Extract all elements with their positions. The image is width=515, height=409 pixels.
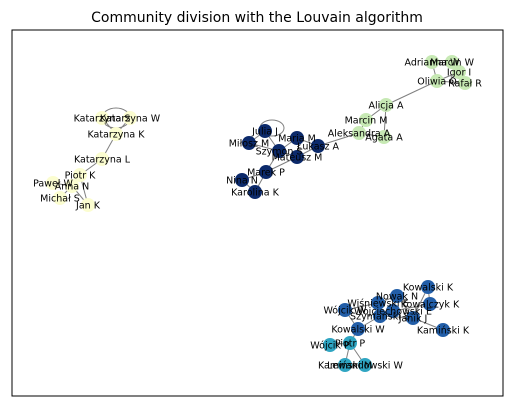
node-label-rafal-r: Rafał R <box>448 79 482 90</box>
node-label-igor-i: Igor I <box>447 68 471 79</box>
node-piotr-p <box>343 336 357 350</box>
node-katarzyna-k <box>109 127 123 141</box>
node-julia-j <box>258 124 272 138</box>
node-janik-j <box>406 311 420 325</box>
node-label-marcin-m: Marcin M <box>345 116 388 127</box>
node-wojcik-p <box>323 338 337 352</box>
node-katarzyna-s <box>95 111 109 125</box>
node-igor-i <box>452 65 466 79</box>
node-label-mateusz-m: Mateusz M <box>272 153 323 164</box>
node-label-marek-p: Marek P <box>247 168 285 179</box>
node-aleksandra-a <box>352 126 366 140</box>
node-agata-a <box>377 130 391 144</box>
node-label-janik-j: Janik J <box>398 314 428 325</box>
node-anna-n <box>65 179 79 193</box>
node-kaminski-m <box>338 358 352 372</box>
node-label-kowalski-k: Kowalski K <box>403 283 454 294</box>
figure-title: Community division with the Louvain algo… <box>91 10 423 26</box>
node-oliwia-o <box>430 74 444 88</box>
node-label-szymanski-s: Szymański S <box>350 312 410 323</box>
node-kowalski-w <box>351 322 365 336</box>
node-jan-k <box>81 198 95 212</box>
node-label-kaminski-m: Kamiński M <box>318 361 372 372</box>
node-milosz-m <box>242 136 256 150</box>
node-label-milosz-m: Miłosz M <box>229 139 270 150</box>
node-wojciechowski-e <box>386 304 400 318</box>
node-label-kaminski-k: Kamiński K <box>417 326 470 337</box>
node-label-kowalski-w: Kowalski W <box>331 325 385 336</box>
node-label-maria-m: Maria M <box>278 134 316 145</box>
node-label-wojcik-p: Wójcik P <box>310 341 350 352</box>
node-label-katarzyna-s: Katarzyna S <box>74 114 131 125</box>
node-label-karolina-k: Karolina K <box>231 188 280 199</box>
node-label-katarzyna-l: Katarzyna L <box>74 155 131 166</box>
node-label-wojciechowski-e: Wojciechowski E <box>354 307 432 318</box>
node-maria-m <box>290 131 304 145</box>
node-label-lukasz-a: Łukasz A <box>296 142 339 153</box>
node-szymanski-s <box>373 309 387 323</box>
node-label-anna-n: Anna N <box>55 182 90 193</box>
edge-oliwia-o-alicja-a <box>385 80 438 106</box>
node-label-szymon-s: Szymon S <box>256 147 303 158</box>
node-lewandowski-w <box>358 358 372 372</box>
node-marcin-m <box>359 113 373 127</box>
node-label-piotr-p: Piotr P <box>335 339 366 350</box>
edge-aleksandra-a-lukasz-a <box>317 132 360 147</box>
node-piotr-k <box>73 168 87 182</box>
node-label-nina-n: Nina N <box>226 176 258 187</box>
node-label-oliwia-o: Oliwia O <box>417 77 456 88</box>
node-label-adrianna-w: Adrianna W <box>404 58 460 69</box>
node-wisniewski-e <box>371 296 385 310</box>
node-label-lewandowski-w: Lewandowski W <box>327 361 403 372</box>
node-label-piotr-k: Piotr K <box>65 171 97 182</box>
node-rafal-r <box>458 76 472 90</box>
node-label-wisniewski-e: Wiśniewski E <box>347 299 408 310</box>
node-katarzyna-w <box>123 111 137 125</box>
node-label-michal-s: Michał S <box>40 194 80 205</box>
node-layer <box>46 55 472 372</box>
node-label-alicja-a: Alicja A <box>369 101 404 112</box>
node-label-agata-a: Agata A <box>365 133 403 144</box>
node-mateusz-m <box>290 150 304 164</box>
node-label-nowak-n: Nowak N <box>376 292 418 303</box>
node-nina-n <box>235 173 249 187</box>
node-adrianna-w <box>425 55 439 69</box>
node-kaminski-k <box>436 323 450 337</box>
node-marcin-w <box>445 55 459 69</box>
node-kowalski-k <box>421 280 435 294</box>
node-szymon-s <box>272 144 286 158</box>
node-label-katarzyna-w: Katarzyna W <box>100 114 161 125</box>
node-pawel-w <box>46 176 60 190</box>
node-label-jan-k: Jan K <box>75 201 101 212</box>
node-katarzyna-l <box>95 152 109 166</box>
node-alicja-a <box>379 98 393 112</box>
node-label-katarzyna-k: Katarzyna K <box>87 130 145 141</box>
node-karolina-k <box>248 185 262 199</box>
node-label-aleksandra-a: Aleksandra A <box>328 129 391 140</box>
node-nowak-n <box>390 289 404 303</box>
node-kowalczyk-k <box>423 297 437 311</box>
node-label-kowalczyk-k: Kowalczyk K <box>401 300 460 311</box>
node-marek-p <box>259 165 273 179</box>
node-label-marcin-w: Marcin W <box>430 58 475 69</box>
node-wojcik-w <box>338 303 352 317</box>
node-label-wojcik-w: Wójcik W <box>323 306 367 317</box>
node-label-pawel-w: Paweł W <box>33 179 73 190</box>
node-lukasz-a <box>311 139 325 153</box>
node-michal-s <box>53 191 67 205</box>
node-label-julia-j: Julia J <box>251 127 278 138</box>
plot-frame <box>11 29 504 397</box>
